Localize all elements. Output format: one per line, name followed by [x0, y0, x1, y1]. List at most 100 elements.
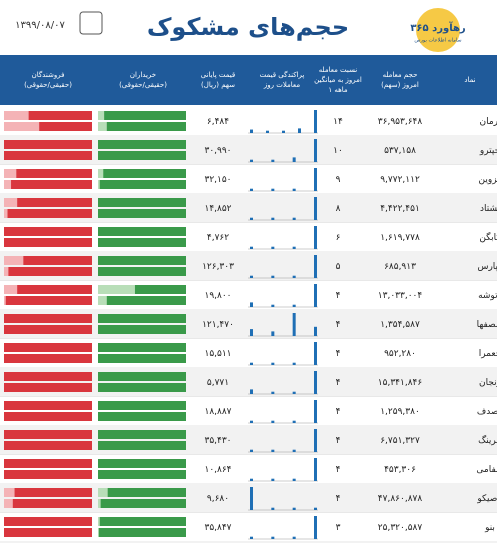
dispersion-bar — [250, 329, 253, 336]
column-header: حجم معامله — [383, 71, 418, 79]
dispersion-bar — [314, 516, 317, 539]
buy-bar — [107, 488, 186, 497]
sell-bar — [4, 430, 92, 439]
dispersion-bar — [314, 326, 317, 336]
sell-bar — [17, 198, 93, 207]
price: ۵,۷۷۱ — [207, 378, 229, 388]
sell-bar — [4, 441, 92, 450]
dispersion-bar — [314, 429, 317, 452]
buy-bar — [98, 441, 186, 450]
volume: ۵۳۷,۱۵۸ — [384, 146, 416, 156]
sell-bar — [12, 499, 92, 508]
symbol: بنو — [484, 523, 495, 533]
dispersion-bar — [298, 128, 301, 133]
column-header: خریداران — [130, 71, 156, 79]
dispersion-bar — [271, 188, 275, 191]
volume: ۲۵,۳۲۰,۵۸۷ — [378, 523, 423, 533]
ratio: ۴ — [336, 378, 341, 388]
logo-sub: سامانه اطلاعات بورس — [414, 38, 461, 44]
volume: ۴۵۳,۳۰۶ — [384, 465, 416, 475]
dispersion-bar — [292, 313, 296, 336]
symbol: تشتاد — [480, 204, 497, 214]
dispersion-bar — [292, 362, 296, 365]
dispersion-bar — [271, 420, 275, 423]
symbol: قزوین — [479, 175, 497, 185]
volume: ۱,۳۵۴,۵۸۷ — [380, 320, 420, 330]
dispersion-bar — [271, 478, 275, 481]
sell-bar — [5, 296, 92, 305]
symbol: حپترو — [479, 146, 497, 156]
symbol: گپارس — [477, 260, 497, 272]
ratio: ۴ — [336, 494, 341, 504]
buy-bar — [104, 111, 186, 120]
dispersion-bar — [271, 391, 275, 394]
sell-bar — [4, 470, 92, 479]
ratio: ۴ — [336, 349, 341, 359]
volume: ۱۳,۰۳۳,۰۰۴ — [378, 291, 423, 301]
buy-bar — [98, 238, 186, 247]
symbol: وتوشه — [478, 291, 497, 301]
buy-bar — [98, 470, 186, 479]
sell-bar — [4, 238, 92, 247]
title: حجم‌های مشکوک — [147, 13, 349, 41]
ratio: ۴ — [336, 320, 341, 330]
buy-bar — [106, 296, 186, 305]
column-header: سهم (ریال) — [201, 81, 235, 89]
ratio: ۳ — [336, 523, 341, 533]
dispersion-bar — [314, 255, 317, 278]
sell-bar — [11, 180, 92, 189]
dispersion-bar — [292, 246, 296, 249]
dispersion-bar — [314, 110, 317, 133]
dispersion-bar — [250, 478, 253, 481]
buy-bar — [103, 169, 186, 178]
sell-bar — [17, 285, 93, 294]
ratio: ۵ — [336, 262, 341, 272]
column-header: (حقیقی/حقوقی) — [24, 81, 72, 89]
dispersion-bar — [292, 391, 296, 394]
volume: ۹۵۲,۲۸۰ — [384, 349, 416, 359]
dispersion-bar — [250, 159, 253, 162]
symbol: سفامی — [476, 465, 497, 475]
buy-bar — [98, 256, 186, 265]
symbol: خرینگ — [478, 434, 497, 446]
dispersion-bar — [314, 168, 317, 191]
volume: ۱,۲۵۹,۳۸۰ — [380, 407, 420, 417]
dispersion-bar — [314, 197, 317, 220]
logo-circle — [416, 8, 460, 52]
dispersion-bar — [314, 400, 317, 423]
dispersion-bar — [250, 275, 253, 278]
symbol: کصدف — [477, 407, 497, 417]
buy-bar — [98, 412, 186, 421]
sell-bar — [4, 372, 92, 381]
dispersion-bar — [271, 536, 275, 539]
price: ۱۵,۵۱۱ — [204, 349, 231, 359]
dispersion-bar — [271, 362, 275, 365]
header-band — [0, 55, 497, 105]
column-header: امروز (سهم) — [381, 81, 419, 89]
buy-bar — [98, 343, 186, 352]
dispersion-bar — [271, 159, 275, 162]
buy-bar — [98, 459, 186, 468]
dispersion-bar — [292, 157, 296, 162]
column-header: نماد — [464, 76, 475, 84]
volume: ۴,۴۲۲,۴۵۱ — [380, 204, 420, 214]
dispersion-bar — [250, 536, 253, 539]
sell-bar — [4, 517, 92, 526]
sell-bar — [4, 325, 92, 334]
symbol: آرمان — [479, 115, 497, 127]
sell-bar — [4, 383, 92, 392]
symbol: کابگن — [479, 231, 497, 243]
buy-bar — [98, 354, 186, 363]
buy-bar — [134, 285, 186, 294]
price: ۳۵,۸۴۷ — [204, 523, 231, 533]
buy-bar — [98, 209, 186, 218]
price: ۱۰,۸۶۴ — [204, 465, 231, 475]
column-header: قیمت پایانی — [201, 71, 236, 79]
dispersion-bar — [271, 331, 275, 336]
ratio: ۴ — [336, 407, 341, 417]
dispersion-bar — [292, 304, 296, 307]
price: ۳۵,۴۳۰ — [204, 436, 231, 446]
dispersion-bar — [292, 217, 296, 220]
price: ۴,۷۶۲ — [207, 233, 229, 243]
price: ۱۲۶,۳۰۳ — [202, 262, 234, 272]
